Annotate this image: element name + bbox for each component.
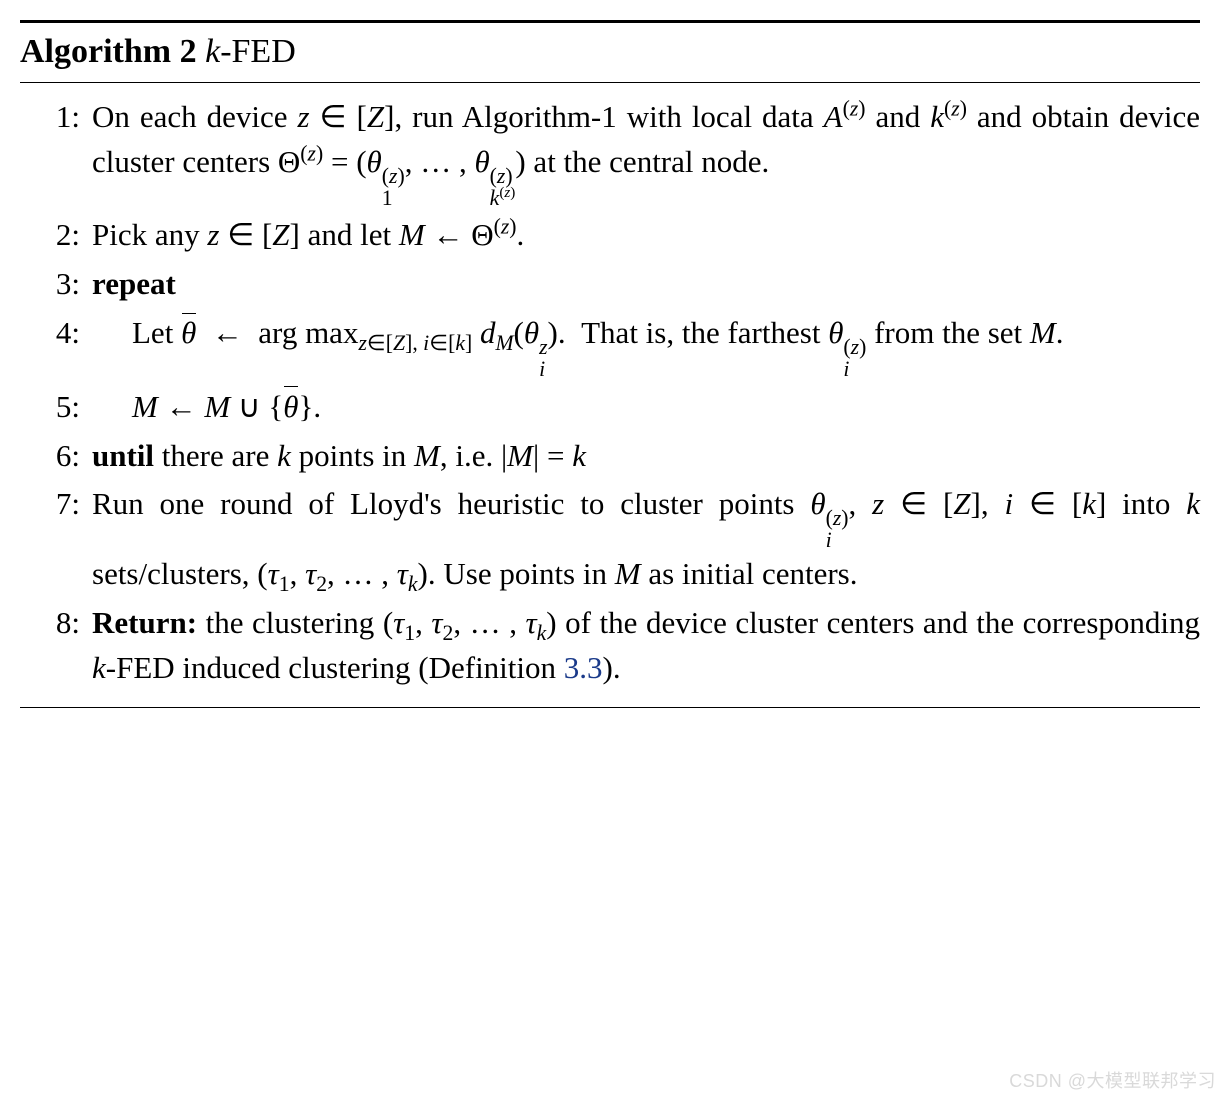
step-number: 3: <box>20 262 92 307</box>
step-number: 4: <box>20 311 92 356</box>
step-text: Run one round of Lloyd's heuristic to cl… <box>92 482 1200 596</box>
step-text: until there are k points in M, i.e. |M| … <box>92 434 1200 479</box>
algo-step: 2:Pick any z ∈ [Z] and let M ← Θ(z). <box>20 213 1200 258</box>
algorithm-number: Algorithm 2 <box>20 33 197 70</box>
step-text: Pick any z ∈ [Z] and let M ← Θ(z). <box>92 213 1200 258</box>
algo-step: 8:Return: the clustering (τ1, τ2, … , τk… <box>20 601 1200 691</box>
algorithm-title: Algorithm 2 k-FED <box>20 23 1200 82</box>
algo-step: 7:Run one round of Lloyd's heuristic to … <box>20 482 1200 596</box>
step-number: 1: <box>20 95 92 140</box>
algo-step: 4:Let θ ← arg maxz∈[Z], i∈[k] dM(θzi). T… <box>20 311 1200 380</box>
step-text: On each device z ∈ [Z], run Algorithm-1 … <box>92 95 1200 209</box>
step-number: 5: <box>20 385 92 430</box>
algo-step: 1:On each device z ∈ [Z], run Algorithm-… <box>20 95 1200 209</box>
watermark: CSDN @大模型联邦学习 <box>1009 1068 1216 1094</box>
algo-step: 3:repeat <box>20 262 1200 307</box>
step-text: Return: the clustering (τ1, τ2, … , τk) … <box>92 601 1200 691</box>
step-number: 7: <box>20 482 92 527</box>
step-text: repeat <box>92 262 1200 307</box>
step-text: M ← M ∪ {θ}. <box>92 385 1200 430</box>
algorithm-block: Algorithm 2 k-FED 1:On each device z ∈ [… <box>20 20 1200 708</box>
step-number: 6: <box>20 434 92 479</box>
bottom-rule <box>20 707 1200 708</box>
algorithm-name: k-FED <box>205 33 296 70</box>
algo-step: 5:M ← M ∪ {θ}. <box>20 385 1200 430</box>
algorithm-body: 1:On each device z ∈ [Z], run Algorithm-… <box>20 83 1200 706</box>
step-number: 8: <box>20 601 92 646</box>
algo-step: 6:until there are k points in M, i.e. |M… <box>20 434 1200 479</box>
step-number: 2: <box>20 213 92 258</box>
step-text: Let θ ← arg maxz∈[Z], i∈[k] dM(θzi). Tha… <box>92 311 1200 380</box>
